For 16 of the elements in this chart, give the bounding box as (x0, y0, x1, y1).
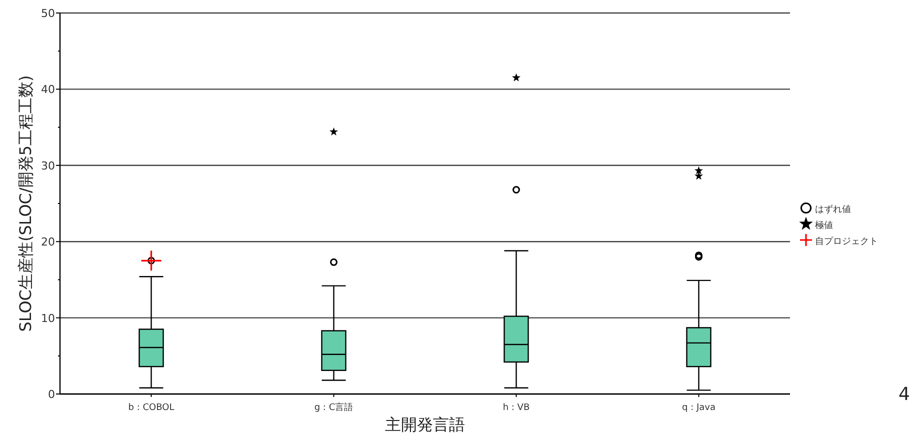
legend-label: はずれ値 (815, 204, 851, 215)
x-tick-label: q : Java (682, 403, 716, 413)
x-axis-title: 主開発言語 (385, 415, 465, 434)
y-tick-label: 20 (41, 236, 55, 249)
y-axis-title: SLOC生産性(SLOC/開発5工程工数) (16, 75, 35, 332)
y-tick-label: 10 (41, 312, 55, 325)
x-tick-label: b : COBOL (128, 403, 174, 413)
text: 4 (898, 384, 910, 405)
y-tick-label: 0 (48, 388, 55, 401)
y-tick-label: 50 (41, 7, 55, 20)
x-tick-label: h : VB (502, 403, 530, 413)
legend-label: 自プロジェクト (815, 236, 878, 247)
y-tick-label: 40 (41, 83, 55, 96)
legend-label: 極値 (815, 220, 833, 231)
x-tick-label: g : C言語 (314, 402, 354, 413)
y-tick-label: 30 (41, 159, 55, 172)
